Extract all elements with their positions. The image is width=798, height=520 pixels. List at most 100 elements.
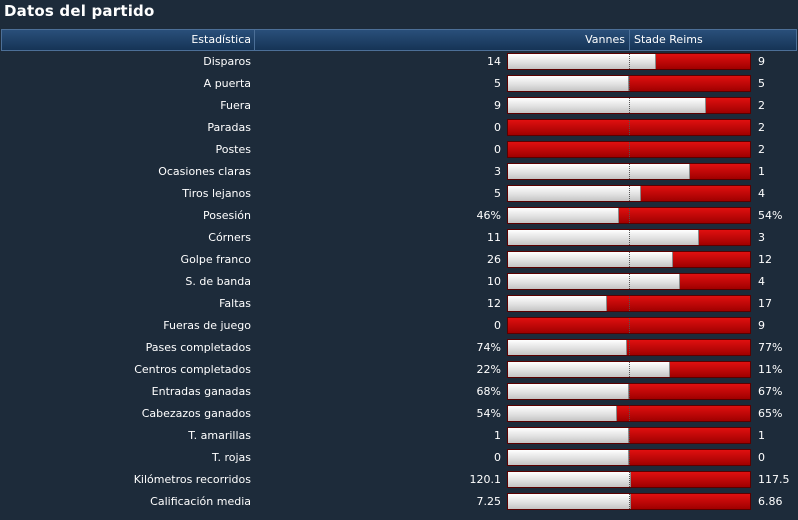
stat-label: Disparos [203, 55, 251, 68]
stat-row: Ocasiones claras 3 1 [0, 161, 798, 183]
bar-midline [629, 318, 630, 333]
column-header-stat[interactable]: Estadística [191, 33, 251, 46]
comparison-bar [507, 97, 751, 114]
stat-label: Córners [208, 231, 251, 244]
away-value: 9 [758, 319, 765, 332]
comparison-bar [507, 207, 751, 224]
stat-row: T. rojas 0 0 [0, 447, 798, 469]
column-header-away-team[interactable]: Stade Reims [634, 33, 703, 46]
bar-midline [629, 54, 630, 69]
away-value: 6.86 [758, 495, 783, 508]
comparison-bar [507, 251, 751, 268]
away-value: 0 [758, 451, 765, 464]
home-bar-fill [508, 362, 670, 377]
home-bar-fill [508, 406, 617, 421]
comparison-bar [507, 405, 751, 422]
stat-label: Tiros lejanos [182, 187, 251, 200]
stat-row: Cabezazos ganados 54% 65% [0, 403, 798, 425]
away-value: 12 [758, 253, 772, 266]
home-bar-fill [508, 384, 629, 399]
stat-label: T. amarillas [188, 429, 251, 442]
home-bar-fill [508, 208, 619, 223]
stat-row: Centros completados 22% 11% [0, 359, 798, 381]
comparison-bar [507, 339, 751, 356]
away-value: 2 [758, 121, 765, 134]
comparison-bar [507, 53, 751, 70]
home-bar-fill [508, 428, 629, 443]
home-bar-fill [508, 230, 699, 245]
stat-row: Córners 11 3 [0, 227, 798, 249]
comparison-bar [507, 383, 751, 400]
comparison-bar [507, 449, 751, 466]
home-value: 11 [487, 231, 501, 244]
home-value: 26 [487, 253, 501, 266]
bar-midline [629, 340, 630, 355]
stat-row: Disparos 14 9 [0, 51, 798, 73]
bar-midline [629, 186, 630, 201]
stat-label: Faltas [219, 297, 251, 310]
home-bar-fill [508, 252, 673, 267]
bar-midline [629, 120, 630, 135]
home-value: 22% [476, 363, 501, 376]
home-value: 0 [494, 121, 501, 134]
stat-row: Posesión 46% 54% [0, 205, 798, 227]
stat-row: Calificación media 7.25 6.86 [0, 491, 798, 513]
home-bar-fill [508, 340, 627, 355]
stat-label: Posesión [203, 209, 251, 222]
home-value: 68% [476, 385, 501, 398]
home-value: 5 [494, 77, 501, 90]
comparison-bar [507, 471, 751, 488]
away-value: 2 [758, 99, 765, 112]
stat-row: T. amarillas 1 1 [0, 425, 798, 447]
stat-label: Fuera [220, 99, 251, 112]
home-value: 12 [487, 297, 501, 310]
comparison-bar [507, 229, 751, 246]
stat-label: Fueras de juego [163, 319, 251, 332]
bar-midline [629, 384, 630, 399]
comparison-bar [507, 427, 751, 444]
bar-midline [629, 450, 630, 465]
bar-midline [629, 208, 630, 223]
comparison-bar [507, 493, 751, 510]
away-value: 11% [758, 363, 783, 376]
stat-row: Faltas 12 17 [0, 293, 798, 315]
home-bar-fill [508, 472, 631, 487]
home-bar-fill [508, 54, 656, 69]
column-header-home-team[interactable]: Vannes [585, 33, 625, 46]
home-value: 3 [494, 165, 501, 178]
stat-label: Golpe franco [180, 253, 251, 266]
bar-midline [629, 76, 630, 91]
stat-row: Golpe franco 26 12 [0, 249, 798, 271]
bar-midline [629, 164, 630, 179]
home-bar-fill [508, 164, 690, 179]
comparison-bar [507, 361, 751, 378]
away-value: 54% [758, 209, 783, 222]
home-bar-fill [508, 76, 629, 91]
away-value: 4 [758, 187, 765, 200]
bar-midline [629, 142, 630, 157]
header-divider [629, 30, 630, 50]
stats-table-header: Estadística Vannes Stade Reims [1, 29, 797, 51]
stat-label: Calificación media [150, 495, 251, 508]
bar-midline [629, 296, 630, 311]
header-divider [254, 30, 255, 50]
bar-midline [629, 472, 630, 487]
bar-midline [629, 98, 630, 113]
home-value: 74% [476, 341, 501, 354]
stat-row: Fuera 9 2 [0, 95, 798, 117]
stat-label: S. de banda [185, 275, 251, 288]
home-bar-fill [508, 494, 631, 509]
home-value: 0 [494, 451, 501, 464]
bar-midline [629, 252, 630, 267]
comparison-bar [507, 141, 751, 158]
home-value: 0 [494, 143, 501, 156]
page-title: Datos del partido [4, 2, 155, 20]
away-value: 1 [758, 429, 765, 442]
stat-label: Postes [215, 143, 251, 156]
stat-label: Cabezazos ganados [141, 407, 251, 420]
stat-label: Centros completados [134, 363, 251, 376]
away-value: 3 [758, 231, 765, 244]
home-value: 0 [494, 319, 501, 332]
home-value: 46% [476, 209, 501, 222]
away-value: 117.5 [758, 473, 790, 486]
